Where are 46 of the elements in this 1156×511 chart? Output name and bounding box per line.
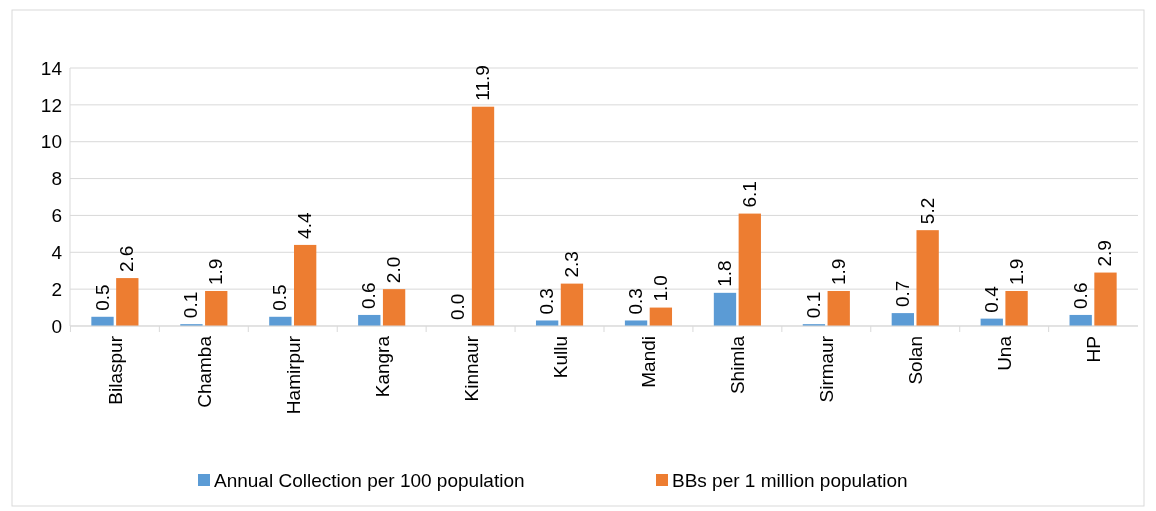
data-label: 6.1 — [738, 181, 760, 208]
x-tick-label: Sirmaur — [816, 335, 838, 403]
x-tick-label: Chamba — [193, 335, 215, 408]
y-tick-label: 12 — [40, 94, 62, 116]
data-label: 2.0 — [383, 256, 405, 284]
data-label: 2.9 — [1094, 240, 1116, 267]
data-label: 1.0 — [649, 275, 671, 302]
x-tick-label: Bilaspur — [104, 335, 126, 405]
x-tick-label: Kullu — [549, 336, 571, 379]
data-label: 0.4 — [980, 285, 1002, 313]
x-tick-label: Kinnaur — [460, 335, 482, 402]
x-tick-label: Una — [994, 335, 1016, 371]
data-label: 2.6 — [116, 245, 138, 273]
legend-label: BBs per 1 million population — [672, 469, 908, 491]
y-tick-label: 10 — [40, 131, 62, 153]
data-label: 11.9 — [472, 65, 494, 101]
data-label: 0.0 — [447, 293, 469, 320]
data-label: 1.8 — [713, 260, 735, 287]
data-label: 1.9 — [205, 258, 227, 285]
x-tick-label: Kangra — [371, 335, 393, 398]
data-label: 4.4 — [294, 212, 316, 239]
data-label: 0.1 — [180, 291, 202, 319]
y-tick-label: 6 — [51, 205, 62, 227]
x-tick-label: Hamirpur — [282, 335, 304, 415]
data-label: 0.7 — [891, 280, 913, 308]
y-tick-label: 0 — [51, 315, 62, 337]
data-label: 5.2 — [916, 197, 938, 225]
x-tick-label: Shimla — [727, 335, 749, 395]
data-label: 0.1 — [802, 291, 824, 319]
data-label: 0.5 — [269, 284, 291, 311]
data-label: 0.3 — [536, 288, 558, 315]
y-tick-label: 14 — [40, 57, 63, 79]
data-label: 0.3 — [625, 288, 647, 315]
y-tick-label: 8 — [51, 168, 62, 190]
x-tick-label: HP — [1083, 336, 1105, 363]
data-label: 0.6 — [1069, 282, 1091, 309]
data-label: 1.9 — [1005, 258, 1027, 285]
data-label: 2.3 — [560, 251, 582, 278]
x-tick-label: Solan — [905, 336, 927, 385]
legend-label: Annual Collection per 100 population — [214, 469, 525, 491]
x-tick-label: Mandi — [638, 336, 660, 388]
data-label: 0.6 — [358, 282, 380, 309]
y-tick-label: 4 — [51, 241, 63, 263]
data-label: 0.5 — [91, 284, 113, 311]
y-tick-label: 2 — [51, 278, 62, 300]
data-label: 1.9 — [827, 258, 849, 285]
